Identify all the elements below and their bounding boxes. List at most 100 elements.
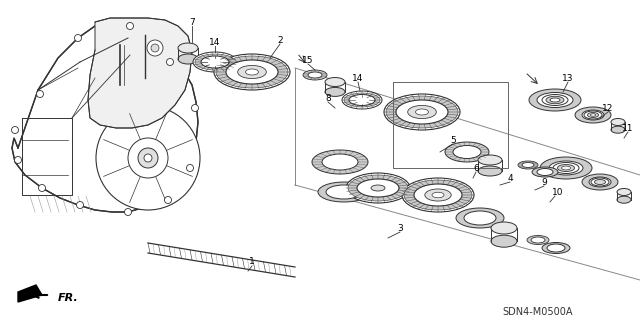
Text: 7: 7	[189, 18, 195, 27]
Ellipse shape	[344, 93, 380, 107]
Ellipse shape	[588, 113, 598, 117]
Ellipse shape	[445, 142, 489, 162]
Ellipse shape	[478, 155, 502, 165]
Circle shape	[74, 35, 81, 42]
Polygon shape	[12, 22, 198, 212]
Ellipse shape	[178, 54, 198, 64]
Text: 14: 14	[209, 37, 221, 46]
Ellipse shape	[542, 243, 570, 253]
Circle shape	[128, 138, 168, 178]
Circle shape	[125, 209, 131, 215]
Ellipse shape	[491, 235, 517, 247]
Ellipse shape	[527, 236, 549, 244]
Circle shape	[144, 154, 152, 162]
Ellipse shape	[547, 244, 565, 252]
Ellipse shape	[432, 192, 444, 198]
Ellipse shape	[522, 163, 534, 167]
Circle shape	[147, 40, 163, 56]
Ellipse shape	[546, 96, 564, 104]
Ellipse shape	[384, 94, 460, 130]
Polygon shape	[88, 18, 192, 128]
Text: 14: 14	[352, 74, 364, 83]
Ellipse shape	[540, 157, 592, 179]
Ellipse shape	[325, 87, 345, 96]
Text: 9: 9	[541, 178, 547, 187]
Circle shape	[12, 126, 19, 133]
Ellipse shape	[318, 182, 370, 202]
Ellipse shape	[415, 109, 429, 115]
Text: 1: 1	[249, 258, 255, 267]
Circle shape	[191, 105, 198, 111]
Text: 12: 12	[602, 103, 614, 113]
Ellipse shape	[617, 196, 631, 203]
Ellipse shape	[557, 164, 575, 172]
Ellipse shape	[386, 96, 458, 128]
Circle shape	[96, 106, 200, 210]
Ellipse shape	[531, 237, 545, 243]
Ellipse shape	[325, 77, 345, 86]
Text: 5: 5	[450, 135, 456, 145]
Ellipse shape	[532, 167, 558, 177]
Circle shape	[77, 202, 83, 209]
Ellipse shape	[611, 126, 625, 133]
Ellipse shape	[246, 69, 259, 75]
Ellipse shape	[595, 180, 605, 185]
Ellipse shape	[582, 110, 604, 120]
Ellipse shape	[617, 188, 631, 196]
Text: 10: 10	[552, 188, 564, 196]
Ellipse shape	[425, 189, 451, 201]
Ellipse shape	[518, 161, 538, 169]
Text: 13: 13	[563, 74, 573, 83]
Ellipse shape	[529, 89, 581, 111]
Text: 15: 15	[302, 55, 314, 65]
Ellipse shape	[414, 184, 462, 206]
Circle shape	[151, 44, 159, 52]
Ellipse shape	[542, 94, 568, 106]
Ellipse shape	[342, 91, 382, 109]
Ellipse shape	[591, 178, 609, 186]
Circle shape	[186, 164, 193, 172]
Ellipse shape	[237, 65, 266, 79]
Ellipse shape	[216, 56, 288, 88]
Ellipse shape	[584, 111, 602, 119]
Ellipse shape	[456, 208, 504, 228]
Text: 11: 11	[622, 124, 634, 132]
Ellipse shape	[349, 94, 375, 106]
Ellipse shape	[322, 154, 358, 170]
Ellipse shape	[491, 222, 517, 234]
Ellipse shape	[402, 178, 474, 212]
Text: FR.: FR.	[58, 293, 79, 303]
Ellipse shape	[326, 185, 362, 199]
Ellipse shape	[561, 166, 570, 170]
Ellipse shape	[312, 150, 368, 174]
Circle shape	[164, 196, 172, 204]
Circle shape	[38, 185, 45, 191]
Text: 6: 6	[473, 164, 479, 172]
Circle shape	[15, 156, 22, 164]
Text: 8: 8	[325, 93, 331, 102]
Ellipse shape	[346, 173, 410, 203]
Ellipse shape	[193, 52, 237, 72]
Ellipse shape	[396, 100, 448, 124]
Ellipse shape	[591, 114, 595, 116]
Ellipse shape	[589, 177, 611, 187]
Circle shape	[127, 22, 134, 29]
Ellipse shape	[357, 179, 399, 197]
Ellipse shape	[226, 60, 278, 84]
Text: SDN4-M0500A: SDN4-M0500A	[502, 307, 573, 317]
Text: 4: 4	[507, 173, 513, 182]
Ellipse shape	[178, 43, 198, 53]
Text: 3: 3	[397, 223, 403, 233]
Ellipse shape	[453, 146, 481, 158]
Ellipse shape	[464, 211, 496, 225]
Ellipse shape	[478, 166, 502, 176]
Ellipse shape	[214, 54, 290, 90]
Ellipse shape	[404, 180, 472, 210]
Ellipse shape	[408, 105, 436, 119]
Circle shape	[166, 59, 173, 66]
Ellipse shape	[303, 70, 327, 80]
Ellipse shape	[549, 161, 583, 175]
Circle shape	[36, 91, 44, 98]
Ellipse shape	[348, 175, 408, 201]
Ellipse shape	[575, 107, 611, 123]
